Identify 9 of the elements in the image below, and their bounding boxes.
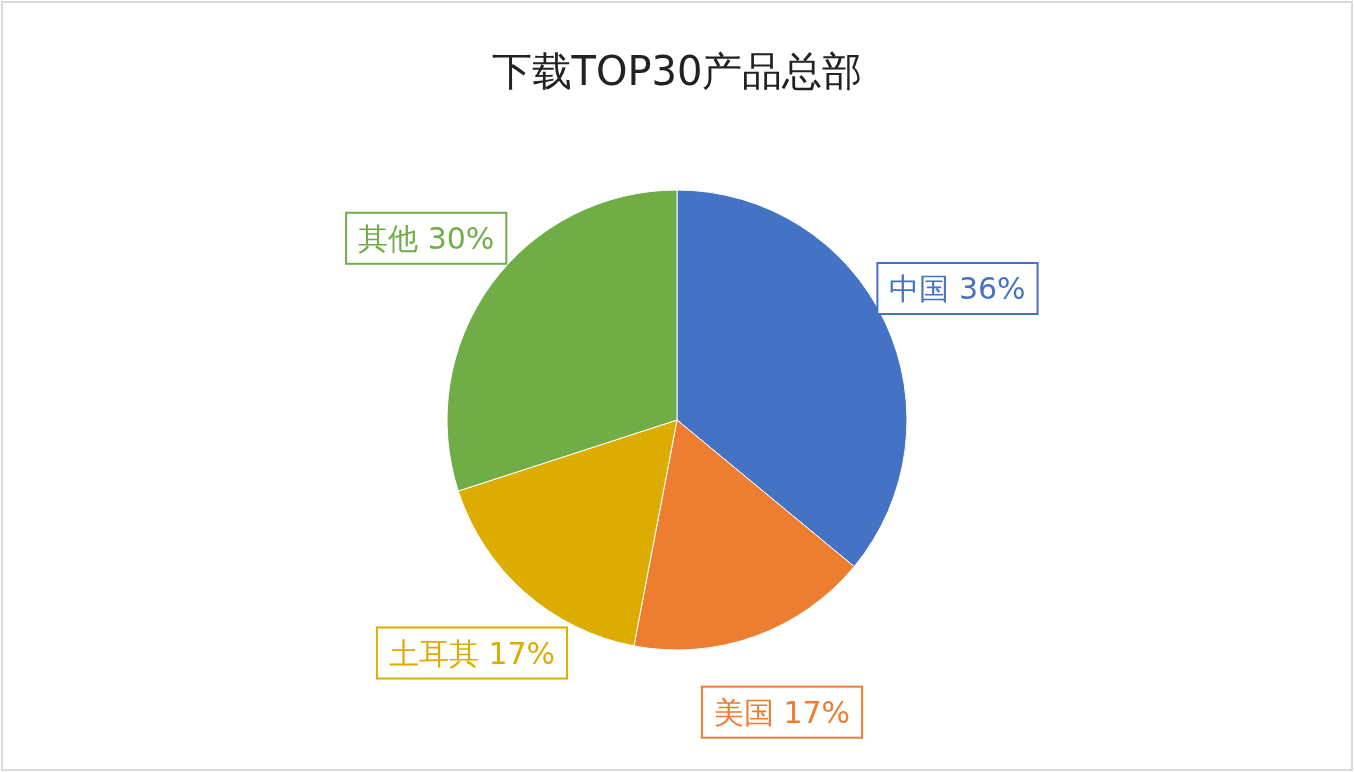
- slice-label: 中国: [889, 271, 950, 307]
- slice-label: 其他: [358, 220, 419, 256]
- data-label: 17%: [773, 694, 851, 730]
- data-label: 30%: [418, 220, 495, 256]
- data-label: 36%: [949, 271, 1026, 307]
- slice-label: 美国: [713, 694, 774, 730]
- data-label: 17%: [478, 635, 556, 671]
- chart-title: 下载TOP30产品总部: [491, 48, 863, 94]
- slice-label: 土耳其: [388, 635, 479, 671]
